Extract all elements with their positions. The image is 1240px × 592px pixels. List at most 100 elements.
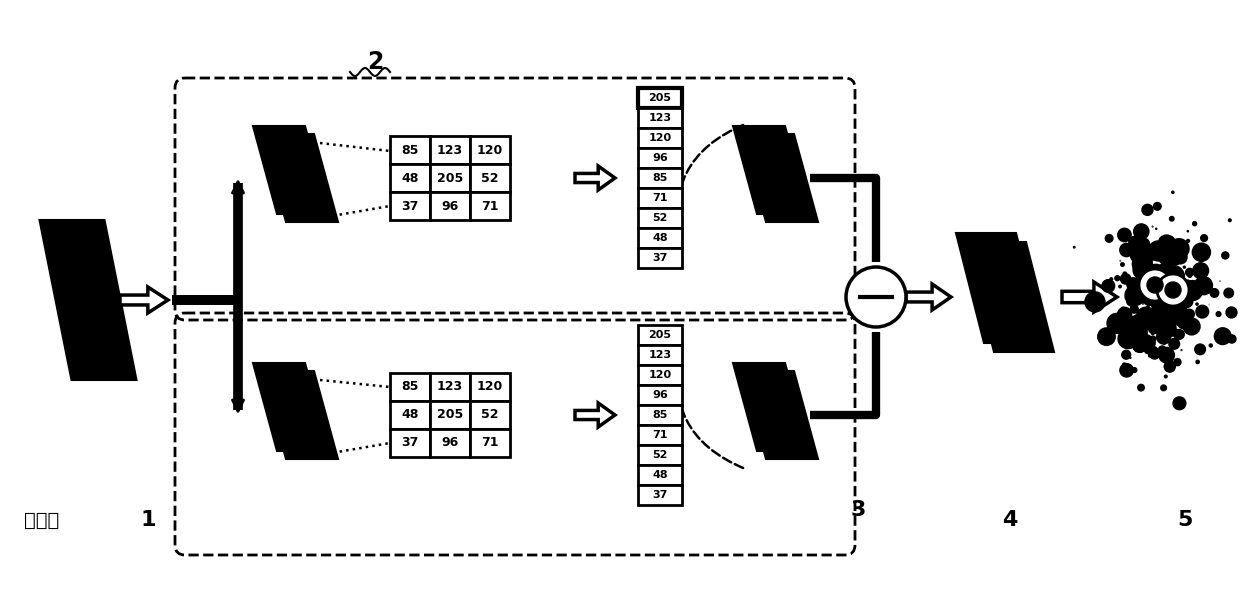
Text: 120: 120 [477, 143, 503, 156]
Circle shape [1159, 276, 1171, 287]
Circle shape [1164, 375, 1167, 378]
Circle shape [1168, 358, 1173, 362]
Circle shape [1149, 349, 1159, 359]
Polygon shape [40, 220, 136, 380]
Circle shape [1180, 295, 1193, 308]
Bar [639, 365, 682, 385]
Text: 48: 48 [402, 172, 419, 185]
Circle shape [1194, 276, 1213, 295]
Bar [639, 445, 682, 465]
Circle shape [1132, 294, 1136, 297]
Circle shape [1136, 280, 1140, 285]
Text: 3: 3 [851, 500, 866, 520]
Polygon shape [733, 363, 808, 451]
Bar [430, 373, 470, 401]
Circle shape [1127, 296, 1137, 306]
Circle shape [1120, 243, 1133, 256]
Bar [639, 248, 682, 268]
Circle shape [1174, 330, 1178, 333]
Circle shape [1185, 299, 1187, 301]
Circle shape [1148, 324, 1158, 334]
Circle shape [1183, 266, 1185, 268]
Text: 96: 96 [652, 390, 668, 400]
Bar [391, 373, 430, 401]
Bar [639, 108, 682, 128]
Circle shape [1107, 313, 1127, 333]
Circle shape [1163, 282, 1167, 285]
Text: 123: 123 [649, 350, 672, 360]
Circle shape [1169, 217, 1174, 221]
Circle shape [1148, 241, 1168, 261]
Circle shape [1133, 289, 1135, 291]
Circle shape [1154, 303, 1158, 306]
Circle shape [1185, 287, 1190, 292]
Circle shape [1157, 301, 1177, 321]
Polygon shape [120, 287, 167, 313]
Polygon shape [253, 363, 329, 451]
Circle shape [1147, 277, 1163, 293]
Bar [639, 385, 682, 405]
Bar [470, 401, 510, 429]
Circle shape [1200, 279, 1203, 282]
Circle shape [1151, 282, 1154, 286]
Circle shape [1151, 336, 1156, 342]
Circle shape [1102, 279, 1115, 292]
Circle shape [1158, 346, 1166, 353]
Circle shape [1128, 328, 1132, 332]
Text: 205: 205 [436, 172, 463, 185]
Circle shape [1156, 266, 1168, 279]
Circle shape [1136, 307, 1156, 327]
Text: 37: 37 [652, 253, 667, 263]
Circle shape [1132, 368, 1137, 372]
Circle shape [1157, 321, 1162, 327]
Circle shape [1148, 262, 1149, 264]
Bar [639, 128, 682, 148]
Circle shape [1157, 324, 1171, 338]
Circle shape [1162, 352, 1168, 358]
Bar [470, 164, 510, 192]
Circle shape [1133, 326, 1147, 339]
Circle shape [1153, 310, 1164, 321]
Text: 205: 205 [649, 330, 672, 340]
Circle shape [1157, 337, 1158, 339]
Circle shape [1118, 317, 1132, 331]
Circle shape [1156, 264, 1169, 278]
Bar [391, 401, 430, 429]
Text: 48: 48 [652, 470, 668, 480]
Circle shape [1178, 319, 1188, 329]
Bar [639, 88, 682, 108]
Circle shape [1152, 333, 1153, 335]
Circle shape [1128, 236, 1140, 247]
Circle shape [1171, 287, 1176, 291]
Text: 120: 120 [649, 133, 672, 143]
Text: 96: 96 [441, 200, 459, 213]
Circle shape [1205, 281, 1209, 284]
Circle shape [1226, 307, 1238, 318]
Circle shape [1146, 334, 1148, 337]
Circle shape [1133, 262, 1149, 278]
Circle shape [1151, 294, 1159, 302]
Circle shape [1138, 384, 1145, 391]
Circle shape [846, 267, 906, 327]
Circle shape [1164, 361, 1176, 372]
Circle shape [1167, 295, 1169, 298]
Circle shape [1185, 268, 1194, 276]
Circle shape [1153, 202, 1161, 210]
Bar [430, 164, 470, 192]
Circle shape [1145, 269, 1146, 271]
Text: 205: 205 [649, 93, 672, 103]
Circle shape [1135, 314, 1142, 323]
Circle shape [1117, 229, 1131, 242]
Circle shape [1195, 344, 1205, 355]
Bar [391, 136, 430, 164]
Circle shape [1130, 244, 1149, 264]
Circle shape [1147, 264, 1166, 282]
Text: 85: 85 [652, 410, 667, 420]
Circle shape [1162, 244, 1182, 264]
Text: 71: 71 [481, 436, 498, 449]
Circle shape [1169, 253, 1180, 265]
Circle shape [1166, 263, 1171, 269]
Polygon shape [1061, 282, 1117, 312]
Circle shape [1115, 276, 1120, 281]
Bar [639, 405, 682, 425]
